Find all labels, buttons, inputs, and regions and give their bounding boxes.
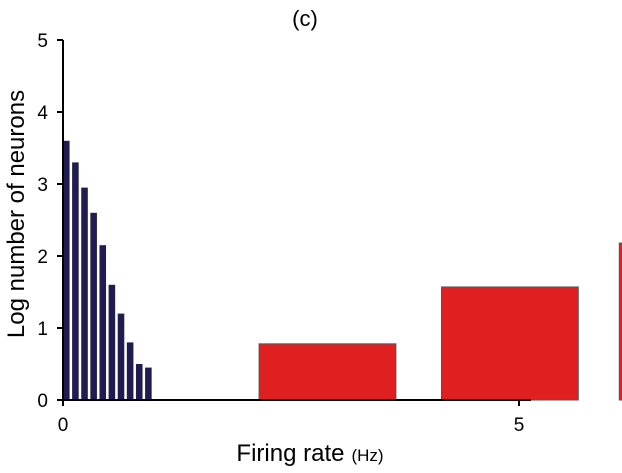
bars-layer <box>63 140 622 401</box>
x-axis-label-main: Firing rate <box>236 440 344 467</box>
bar-low-5 <box>108 284 116 400</box>
bar-low-6 <box>117 313 125 400</box>
bar-low-1 <box>72 162 79 400</box>
y-tick-label-4: 4 <box>37 103 48 124</box>
bar-high-0 <box>258 343 397 401</box>
bar-high-2 <box>618 242 622 401</box>
bar-low-0 <box>63 140 70 401</box>
y-tick-label-0: 0 <box>37 391 48 412</box>
bar-low-8 <box>135 364 143 400</box>
x-axis-label: Firing rate (Hz) <box>236 440 383 467</box>
bar-low-9 <box>145 367 152 400</box>
ticks-layer: 01234505101520 <box>37 31 525 436</box>
x-tick-label-5: 5 <box>514 415 525 436</box>
y-tick-label-5: 5 <box>37 31 48 52</box>
bar-low-4 <box>99 245 107 400</box>
y-axis-label: Log number of neurons <box>3 90 30 338</box>
y-tick-label-3: 3 <box>37 175 48 196</box>
x-tick-label-0: 0 <box>58 415 69 436</box>
panel-label: (c) <box>292 6 318 31</box>
y-tick-label-2: 2 <box>37 247 48 268</box>
bar-high-1 <box>440 286 579 401</box>
x-axis-label-unit: (Hz) <box>351 446 383 465</box>
y-tick-label-1: 1 <box>37 319 48 340</box>
bar-low-7 <box>126 342 134 400</box>
bar-low-2 <box>81 187 88 400</box>
bar-low-3 <box>90 212 97 400</box>
